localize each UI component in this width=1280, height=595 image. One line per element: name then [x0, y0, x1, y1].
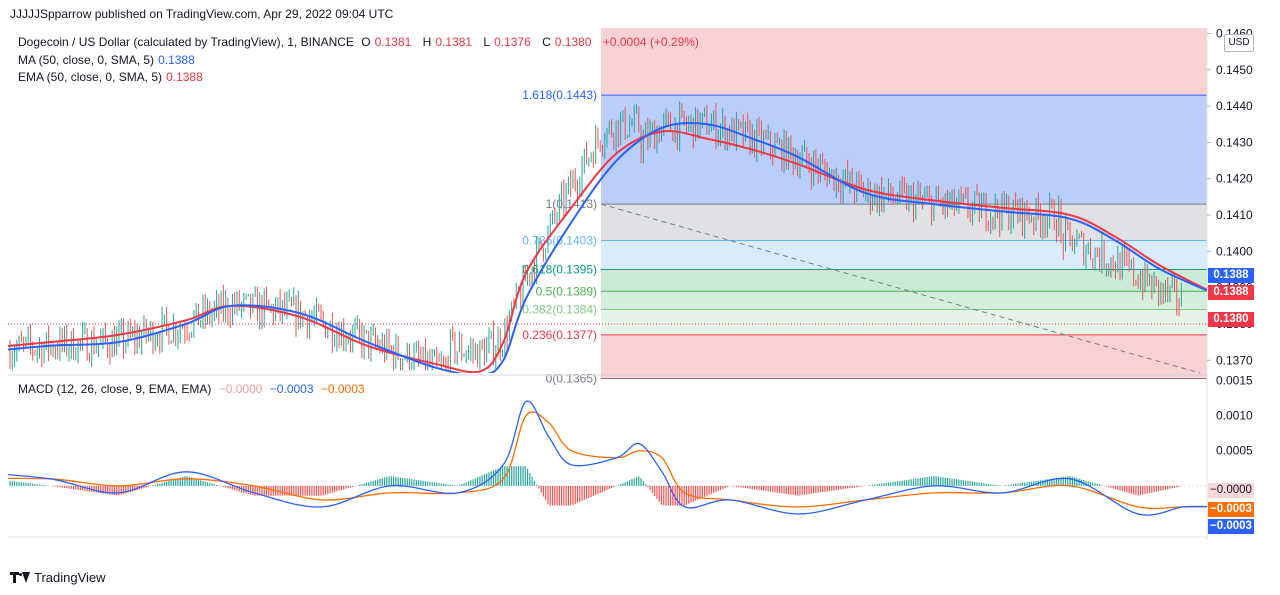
- open-value: 0.1381: [374, 35, 412, 49]
- price-tick-label: 0.1450: [1216, 63, 1253, 77]
- published-header: JJJJJSpparrow published on TradingView.c…: [10, 7, 394, 21]
- fib-level-label: 0.382(0.1384): [522, 302, 597, 316]
- price-tick-label: 0.1420: [1216, 172, 1253, 186]
- brand-name: TradingView: [34, 570, 106, 585]
- close-label: C: [542, 35, 551, 49]
- price-tick-label: 0.1400: [1216, 244, 1253, 258]
- footer-brand[interactable]: TradingView: [10, 570, 106, 585]
- symbol-title: Dogecoin / US Dollar (calculated by Trad…: [18, 35, 354, 49]
- macd-pane-bg: [8, 377, 1207, 535]
- macd-signal-tag: −0.0003: [1208, 502, 1254, 517]
- open-label: O: [361, 35, 371, 49]
- fib-zone: [601, 309, 1207, 335]
- price-tick-label: 0.1410: [1216, 208, 1253, 222]
- fib-level-label: 1.618(0.1443): [522, 88, 597, 102]
- price-tick-label: 0.1440: [1216, 99, 1253, 113]
- ema-price-tag: 0.1388: [1208, 285, 1254, 300]
- fib-level-label: 0(0.1365): [546, 371, 597, 385]
- ema-label: EMA (50, close, 0, SMA, 5): [18, 70, 163, 84]
- fib-zone-top: [601, 28, 1207, 96]
- fib-zone: [601, 334, 1207, 379]
- last-price-tag: 0.1380: [1208, 312, 1254, 327]
- price-tick-label: 0.1430: [1216, 135, 1253, 149]
- fib-zone: [601, 240, 1207, 270]
- fib-level-label: 0.236(0.1377): [522, 328, 597, 342]
- fib-level-label: 0.5(0.1389): [536, 284, 597, 298]
- fib-zone: [601, 291, 1207, 310]
- low-value: 0.1376: [494, 35, 531, 49]
- macd-legend[interactable]: MACD (12, 26, close, 9, EMA, EMA) −0.000…: [18, 382, 369, 396]
- ma-legend[interactable]: MA (50, close, 0, SMA, 5) 0.1388: [18, 53, 199, 67]
- ma-value: 0.1388: [158, 53, 195, 67]
- macd-label: MACD (12, 26, close, 9, EMA, EMA): [18, 382, 212, 396]
- close-value: 0.1380: [554, 35, 592, 49]
- ma-label: MA (50, close, 0, SMA, 5): [18, 53, 155, 67]
- macd-line-tag: −0.0003: [1208, 519, 1254, 534]
- macd-hist-value: −0.0000: [218, 382, 263, 396]
- macd-line: [8, 400, 1207, 516]
- macd-signal-value: −0.0003: [320, 382, 365, 396]
- fib-zone: [601, 269, 1207, 292]
- ma-line: [8, 121, 1207, 373]
- symbol-legend: Dogecoin / US Dollar (calculated by Trad…: [18, 35, 703, 49]
- change-value: +0.0004 (+0.29%): [602, 35, 699, 49]
- macd-tick-label: 0.0010: [1216, 409, 1253, 423]
- fib-level-label: 1(0.1413): [546, 197, 597, 211]
- high-label: H: [422, 35, 432, 49]
- ema-value: 0.1388: [166, 70, 203, 84]
- currency-badge[interactable]: USD: [1224, 34, 1254, 52]
- macd-tick-label: 0.0015: [1216, 374, 1253, 388]
- trend-line: [600, 203, 1201, 374]
- macd-tick-label: 0.0005: [1216, 444, 1253, 458]
- price-tick-label: 0.1370: [1216, 353, 1253, 367]
- fib-zone: [601, 204, 1207, 241]
- ema-legend[interactable]: EMA (50, close, 0, SMA, 5) 0.1388: [18, 70, 207, 84]
- tradingview-logo-icon: [10, 571, 30, 584]
- macd-line-value: −0.0003: [269, 382, 314, 396]
- high-value: 0.1381: [435, 35, 473, 49]
- fib-level-label: 0.618(0.1395): [522, 263, 597, 277]
- price-chart[interactable]: 1.618(0.1443)1(0.1413)0.786(0.1403)0.618…: [0, 25, 1280, 540]
- low-label: L: [483, 35, 491, 49]
- macd-hist-tag: −0.0000: [1208, 483, 1254, 498]
- ma-price-tag: 0.1388: [1208, 268, 1254, 283]
